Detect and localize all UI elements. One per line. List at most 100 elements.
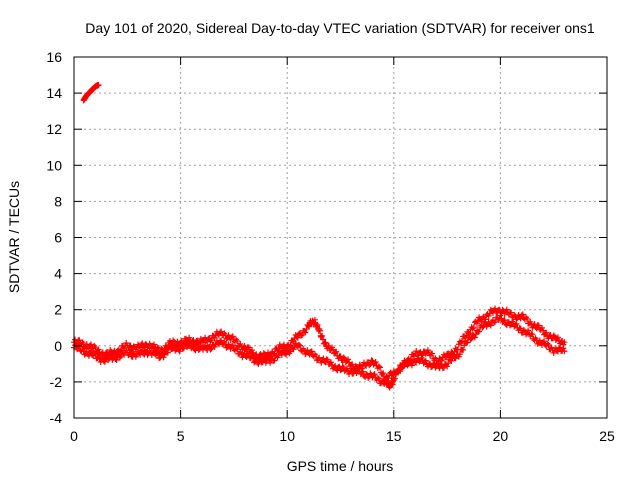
data-point (241, 350, 248, 357)
data-point (332, 362, 339, 369)
data-point (164, 349, 171, 356)
data-point (295, 341, 302, 348)
y-tick-label: 10 (46, 157, 62, 173)
chart-title: Day 101 of 2020, Sidereal Day-to-day VTE… (85, 20, 595, 36)
data-point (548, 344, 555, 351)
data-point (503, 306, 510, 313)
data-point (375, 375, 382, 382)
data-point (550, 349, 557, 356)
data-point (440, 364, 447, 371)
data-point (76, 337, 83, 344)
data-point (207, 346, 214, 353)
data-point (529, 331, 536, 338)
data-point (319, 332, 326, 339)
y-tick-label: 6 (54, 230, 62, 246)
y-tick-label: 16 (46, 49, 62, 65)
y-tick-label: -4 (50, 410, 63, 426)
data-point (434, 360, 441, 367)
x-axis-label: GPS time / hours (287, 458, 394, 474)
data-point (76, 343, 83, 350)
grid-lines (74, 57, 607, 418)
data-point (204, 338, 211, 345)
x-tick-label: 25 (599, 428, 615, 444)
data-point (524, 315, 531, 322)
data-point (123, 347, 130, 354)
data-point (308, 348, 315, 355)
data-point (250, 349, 257, 356)
data-series (71, 312, 568, 387)
y-tick-label: 2 (54, 302, 62, 318)
data-point (325, 343, 332, 350)
data-point (444, 363, 451, 370)
data-point (554, 334, 561, 341)
y-tick-label: 8 (54, 193, 62, 209)
data-point (397, 368, 404, 375)
data-point (492, 305, 499, 312)
data-point (170, 337, 177, 344)
data-point (211, 334, 218, 341)
data-point (355, 365, 362, 372)
data-point (317, 327, 324, 334)
data-point (202, 342, 209, 349)
data-point (91, 342, 98, 349)
data-point (245, 344, 252, 351)
y-tick-label: 12 (46, 121, 62, 137)
data-point (207, 337, 214, 344)
tick-labels: 0 5 10 15 20 25 -4 -2 0 2 4 6 8 10 12 14 16 (46, 49, 615, 444)
data-point (550, 332, 557, 339)
x-tick-label: 20 (493, 428, 509, 444)
data-point (527, 318, 534, 325)
data-point (456, 351, 463, 358)
data-point (372, 358, 379, 365)
y-tick-label: 14 (46, 85, 62, 101)
data-point (116, 354, 123, 361)
data-point (349, 361, 356, 368)
data-point (229, 333, 236, 340)
data-point (408, 362, 415, 369)
y-tick-label: 0 (54, 338, 62, 354)
data-point (371, 371, 378, 378)
data-point (343, 365, 350, 372)
data-point (487, 322, 494, 329)
data-point (283, 351, 290, 358)
data-point (385, 375, 392, 382)
data-point (150, 341, 157, 348)
data-point (464, 339, 471, 346)
data-point (92, 351, 99, 358)
data-point (234, 346, 241, 353)
data-point (476, 328, 483, 335)
data-point (327, 359, 334, 366)
data-point (322, 339, 329, 346)
data-point (237, 340, 244, 347)
data-point (211, 343, 218, 350)
data-point (374, 374, 381, 381)
x-tick-label: 5 (177, 428, 185, 444)
data-point (452, 355, 459, 362)
data-point (525, 327, 532, 334)
data-point (381, 380, 388, 387)
data-point (424, 347, 431, 354)
data-point (229, 342, 236, 349)
data-point (479, 324, 486, 331)
data-point (139, 340, 146, 347)
data-point (508, 309, 515, 316)
data-point (443, 354, 450, 361)
data-point (190, 342, 197, 349)
data-point (172, 347, 179, 354)
data-point (340, 354, 347, 361)
data-point (324, 357, 331, 364)
data-series (80, 81, 102, 104)
data-point (139, 347, 146, 354)
data-point (290, 346, 297, 353)
axis-ticks (73, 56, 608, 419)
data-point (471, 334, 478, 341)
data-point (299, 331, 306, 338)
data-point (223, 335, 230, 342)
data-point (218, 328, 225, 335)
y-tick-label: -2 (50, 374, 63, 390)
data-point (312, 353, 319, 360)
data-point (95, 81, 102, 88)
data-series (71, 305, 568, 391)
data-point (190, 336, 197, 343)
